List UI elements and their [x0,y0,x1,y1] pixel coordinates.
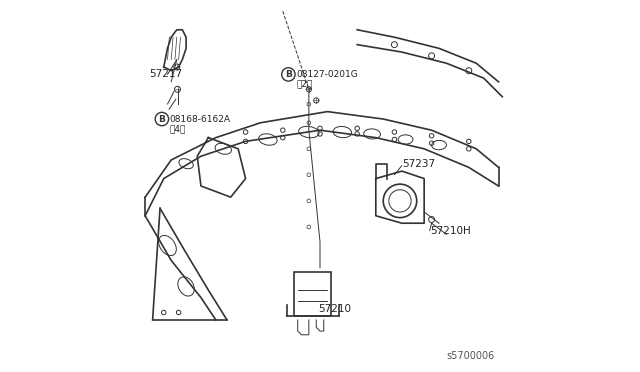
Text: 57237: 57237 [402,159,435,169]
Text: 57210: 57210 [318,304,351,314]
Text: 〈2〉: 〈2〉 [296,79,312,88]
Text: B: B [159,115,165,124]
Text: 57210H: 57210H [429,226,470,235]
Text: B: B [285,70,292,79]
Text: 〈4〉: 〈4〉 [170,124,186,133]
Text: s5700006: s5700006 [447,351,495,361]
Text: 57217: 57217 [149,70,182,79]
Text: 08127-0201G: 08127-0201G [296,70,358,79]
Text: 08168-6162A: 08168-6162A [170,115,230,124]
